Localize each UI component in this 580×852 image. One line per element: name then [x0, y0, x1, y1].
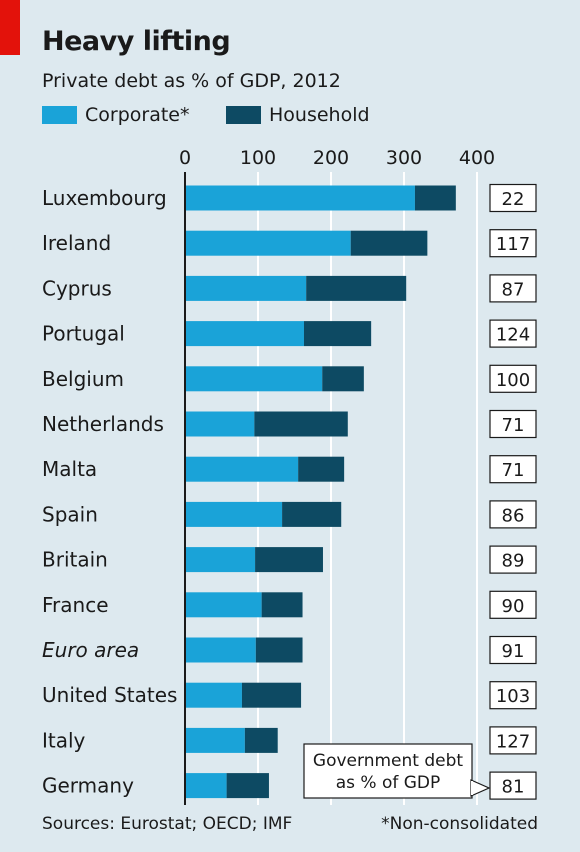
gov-debt-box: [489, 229, 537, 258]
x-tick-label: 100: [240, 147, 276, 169]
gov-debt-box: [489, 364, 537, 393]
gov-debt-value: 81: [502, 777, 525, 798]
gov-debt-value: 86: [502, 505, 525, 526]
gov-debt-value: 71: [502, 415, 525, 436]
bar-household: [226, 773, 269, 799]
bar-corporate: [185, 456, 299, 482]
bar-household: [254, 411, 348, 437]
bar-corporate: [185, 682, 242, 708]
bar-corporate: [185, 547, 256, 573]
legend-swatch-household: [226, 106, 261, 124]
x-tick-label: 400: [459, 147, 495, 169]
gov-debt-callout-text: Government debt: [313, 751, 463, 771]
bar-household: [282, 501, 342, 527]
bar-household: [414, 185, 456, 211]
gov-debt-value: 91: [502, 641, 525, 662]
chart-subtitle: Private debt as % of GDP, 2012: [42, 70, 341, 92]
category-label: United States: [42, 683, 177, 707]
bar-household: [255, 637, 303, 663]
gov-debt-box: [489, 455, 537, 484]
gov-debt-value: 87: [502, 279, 525, 300]
bar-corporate: [185, 275, 307, 301]
gov-debt-callout-box: [303, 743, 473, 799]
gov-debt-value: 90: [502, 596, 525, 617]
gov-debt-box: [489, 681, 537, 710]
gov-debt-box: [489, 274, 537, 303]
bar-corporate: [185, 185, 415, 211]
gov-debt-callout-pointer: [470, 779, 491, 797]
category-label: France: [42, 593, 109, 617]
gov-debt-box: [489, 545, 537, 574]
bar-household: [244, 727, 278, 753]
gov-debt-callout-text: as % of GDP: [336, 773, 441, 793]
gov-debt-box: [489, 635, 537, 665]
bar-corporate: [185, 727, 245, 753]
bar-corporate: [185, 411, 255, 437]
category-label: Netherlands: [42, 412, 164, 436]
gov-debt-box: [489, 771, 537, 800]
x-tick-label: 200: [313, 147, 349, 169]
category-label: Germany: [42, 774, 134, 798]
bar-household: [303, 321, 372, 347]
gov-debt-value: 127: [496, 731, 530, 752]
legend-item-household: Household: [226, 104, 370, 126]
gov-debt-box: [489, 726, 537, 755]
legend-item-corporate: Corporate*: [42, 104, 189, 126]
bar-household: [306, 275, 407, 301]
bar-corporate: [185, 366, 323, 392]
legend-swatch-corporate: [42, 106, 77, 124]
gov-debt-box: [489, 500, 537, 529]
category-label: Italy: [42, 728, 86, 752]
bar-household: [255, 547, 323, 573]
category-label: Britain: [42, 548, 108, 572]
bar-corporate: [185, 637, 256, 663]
source-note: Sources: Eurostat; OECD; IMF: [42, 814, 293, 834]
brand-tag: [0, 0, 20, 55]
footnote: *Non-consolidated: [381, 814, 538, 834]
category-label: Euro area: [42, 638, 139, 662]
gov-debt-box: [489, 590, 537, 619]
gov-debt-value: 103: [496, 686, 530, 707]
gov-debt-value: 71: [502, 460, 525, 481]
category-label: Portugal: [42, 322, 125, 346]
bar-household: [350, 230, 428, 256]
gov-debt-value: 117: [496, 234, 530, 255]
gov-debt-value: 124: [496, 325, 530, 346]
category-label: Spain: [42, 502, 98, 526]
gov-debt-value: 100: [496, 370, 530, 391]
bar-corporate: [185, 773, 227, 799]
category-label: Malta: [42, 457, 97, 481]
bar-household: [241, 682, 302, 708]
legend-label-household: Household: [269, 104, 370, 126]
gov-debt-box: [489, 183, 537, 213]
bar-corporate: [185, 592, 262, 618]
gov-debt-value: 22: [502, 189, 525, 210]
category-label: Belgium: [42, 367, 124, 391]
category-label: Luxembourg: [42, 186, 167, 210]
bar-household: [298, 456, 345, 482]
bar-household: [261, 592, 303, 618]
category-label: Cyprus: [42, 276, 112, 300]
gov-debt-box: [489, 409, 537, 439]
bar-corporate: [185, 230, 351, 256]
legend-label-corporate: Corporate*: [85, 104, 190, 126]
bar-household: [322, 366, 364, 392]
chart-title: Heavy lifting: [42, 26, 231, 57]
x-tick-label: 0: [179, 147, 191, 169]
gov-debt-box: [489, 319, 537, 348]
category-label: Ireland: [42, 231, 111, 255]
gov-debt-value: 89: [502, 551, 525, 572]
bar-corporate: [185, 501, 283, 527]
x-tick-label: 300: [386, 147, 422, 169]
bar-corporate: [185, 321, 304, 347]
